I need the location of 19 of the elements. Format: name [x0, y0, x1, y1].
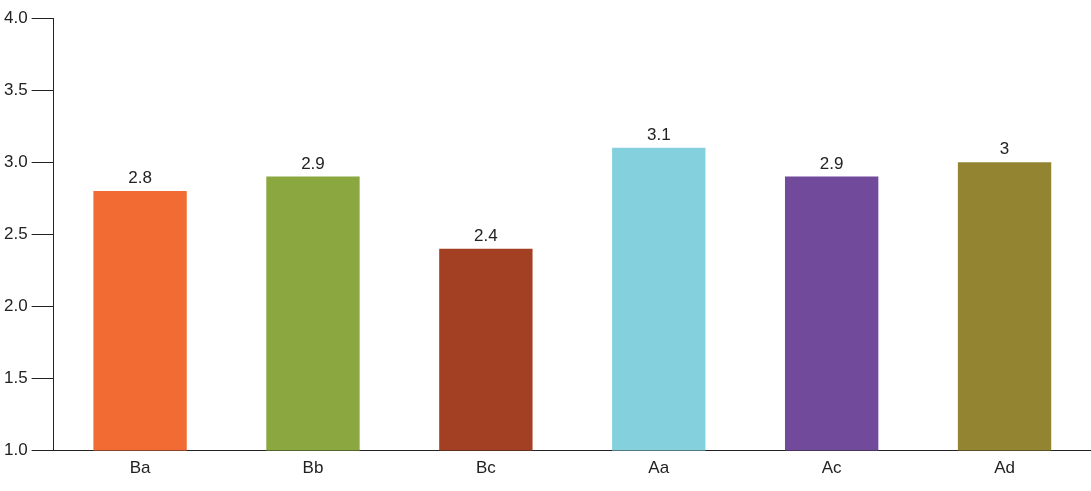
- y-tick-label: 4.0: [3, 7, 28, 27]
- y-tick-label: 2.5: [3, 223, 28, 243]
- data-label: 2.9: [301, 153, 325, 173]
- x-tick-label: Bb: [302, 458, 324, 478]
- data-label: 2.8: [128, 168, 152, 188]
- x-tick-label: Ac: [821, 458, 843, 478]
- data-label: 3: [999, 139, 1010, 159]
- x-tick-label: Ba: [129, 458, 152, 478]
- data-label: 3.1: [646, 124, 671, 144]
- y-tick-label: 1.0: [3, 440, 28, 460]
- data-label: 2.9: [819, 153, 844, 173]
- x-tick-label: Ad: [994, 458, 1015, 478]
- y-tick-label: 3.5: [3, 79, 28, 99]
- y-tick-label: 1.5: [3, 368, 28, 388]
- x-tick-label: Bc: [475, 458, 497, 478]
- y-tick-label: 2.0: [3, 296, 28, 316]
- x-tick-label: Aa: [648, 458, 670, 478]
- data-label: 2.4: [474, 225, 498, 245]
- y-tick-label: 3.0: [3, 151, 28, 171]
